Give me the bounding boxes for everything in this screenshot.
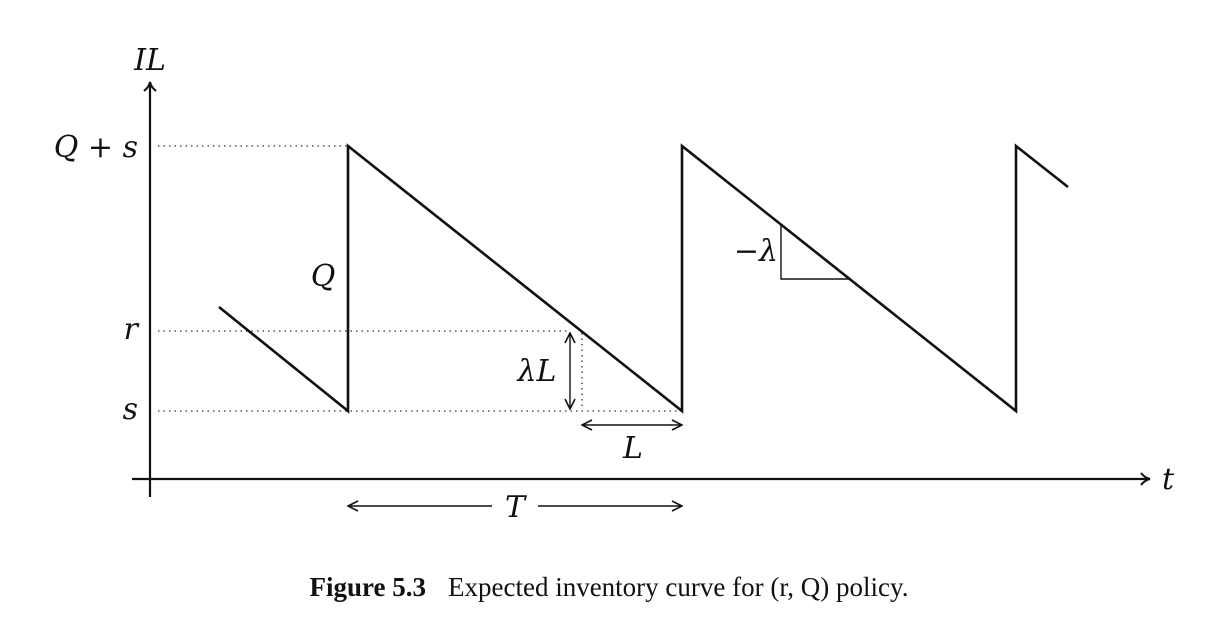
x-axis-label: t bbox=[1162, 462, 1175, 497]
slope-triangle bbox=[780, 225, 850, 280]
top-level-label: Q + s bbox=[54, 130, 138, 165]
figure-number: Figure 5.3 bbox=[309, 572, 427, 602]
inventory-curve bbox=[218, 143, 1069, 414]
reorder-level-label: r bbox=[124, 312, 140, 347]
inventory-diagram: IL t Q + s r s Q −λ λL L T bbox=[54, 43, 1175, 525]
lead-demand-label: λL bbox=[517, 354, 557, 389]
base-level-label: s bbox=[123, 392, 138, 427]
slope-label: −λ bbox=[734, 234, 778, 269]
figure-caption-text: Expected inventory curve for (r, Q) poli… bbox=[448, 572, 909, 602]
figure-caption: Figure 5.3 Expected inventory curve for (… bbox=[0, 572, 1218, 603]
y-axis-label: IL bbox=[133, 43, 166, 78]
order-quantity-label: Q bbox=[311, 259, 336, 294]
cycle-label: T bbox=[505, 490, 527, 525]
lead-time-label: L bbox=[622, 431, 643, 466]
